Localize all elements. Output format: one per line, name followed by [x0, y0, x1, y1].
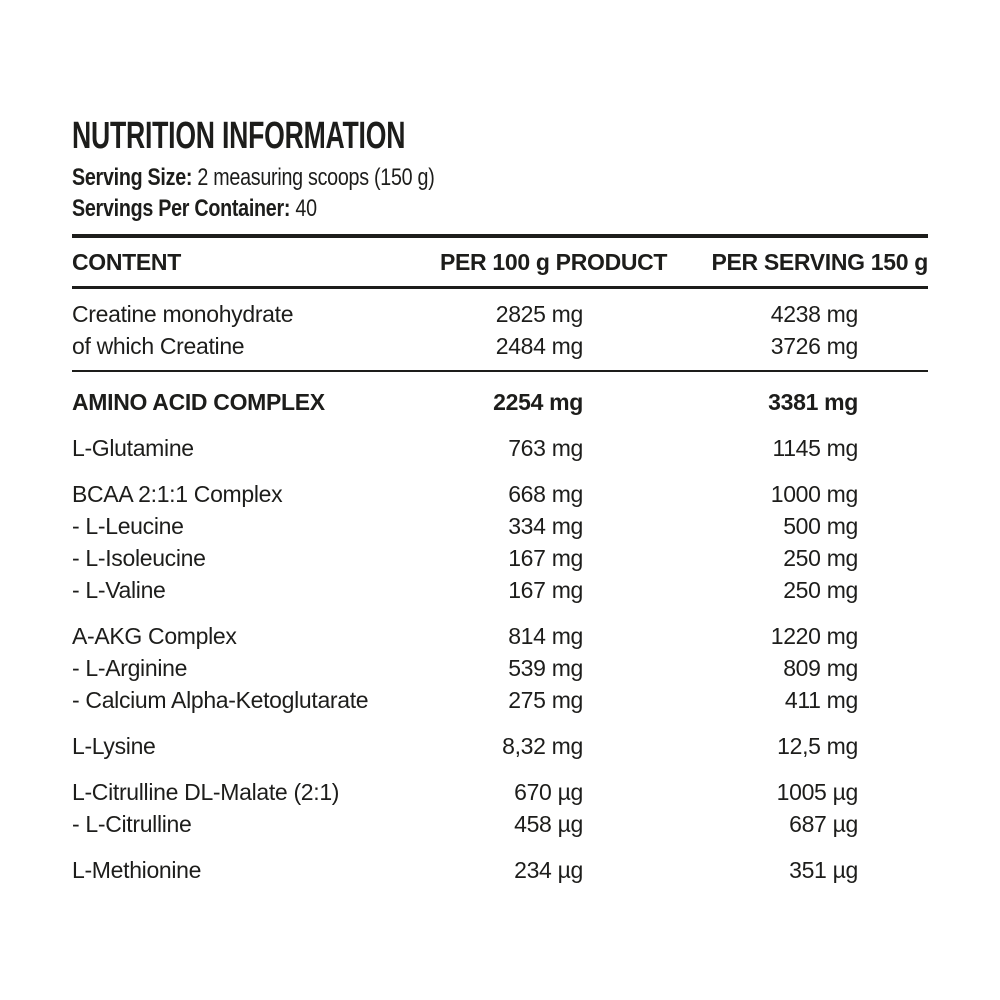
table-group: Creatine monohydrate 2825 mg 4238 mg of …: [72, 289, 928, 372]
table-body: Creatine monohydrate 2825 mg 4238 mg of …: [72, 289, 928, 886]
per-serving-cell: 250 mg: [783, 545, 858, 571]
page-title: NUTRITION INFORMATION: [72, 115, 406, 157]
table-group: A-AKG Complex 814 mg 1220 mg - L-Arginin…: [72, 620, 928, 716]
table-row: - L-Valine 167 mg 250 mg: [72, 574, 928, 606]
table-group: AMINO ACID COMPLEX 2254 mg 3381 mg: [72, 386, 928, 418]
table-group: L-Glutamine 763 mg 1145 mg: [72, 432, 928, 464]
per-serving-cell: 12,5 mg: [777, 733, 858, 759]
per-100g-cell: 668 mg: [508, 481, 583, 507]
table-row: A-AKG Complex 814 mg 1220 mg: [72, 620, 928, 652]
table-group: L-Lysine 8,32 mg 12,5 mg: [72, 730, 928, 762]
content-cell: - Calcium Alpha-Ketoglutarate: [72, 687, 369, 713]
table-header-row: CONTENT PER 100 g PRODUCT PER SERVING 15…: [72, 238, 928, 286]
table-row: - L-Arginine 539 mg 809 mg: [72, 652, 928, 684]
per-serving-cell: 4238 mg: [770, 301, 859, 327]
per-serving-cell: 809 mg: [783, 655, 858, 681]
table-row: AMINO ACID COMPLEX 2254 mg 3381 mg: [72, 386, 928, 418]
per-serving-cell: 250 mg: [783, 577, 858, 603]
serving-size-label: Serving Size:: [72, 164, 193, 191]
servings-per-container-line: Servings Per Container: 40: [72, 193, 774, 224]
per-100g-cell: 458 µg: [514, 811, 583, 837]
table-row: L-Lysine 8,32 mg 12,5 mg: [72, 730, 928, 762]
content-cell: L-Glutamine: [72, 435, 194, 461]
per-100g-cell: 763 mg: [508, 435, 583, 461]
per-serving-cell: 1000 mg: [770, 481, 859, 507]
per-100g-cell: 8,32 mg: [502, 733, 583, 759]
per-100g-cell: 167 mg: [508, 545, 583, 571]
table-row: - L-Citrulline 458 µg 687 µg: [72, 808, 928, 840]
per-100g-cell: 2254 mg: [493, 389, 583, 415]
per-100g-cell: 539 mg: [508, 655, 583, 681]
serving-size-line: Serving Size: 2 measuring scoops (150 g): [72, 162, 774, 193]
content-cell: BCAA 2:1:1 Complex: [72, 481, 283, 507]
per-serving-cell: 1005 µg: [776, 779, 859, 805]
per-serving-cell: 3381 mg: [768, 389, 858, 415]
content-cell: - L-Valine: [72, 577, 166, 603]
per-serving-cell: 1220 mg: [770, 623, 859, 649]
content-cell: A-AKG Complex: [72, 623, 237, 649]
content-cell: - L-Leucine: [72, 513, 184, 539]
table-row: of which Creatine 2484 mg 3726 mg: [72, 330, 928, 362]
content-cell: Creatine monohydrate: [72, 301, 294, 327]
column-header-per-100g: PER 100 g PRODUCT: [440, 248, 668, 275]
content-cell: - L-Arginine: [72, 655, 188, 681]
per-100g-cell: 334 mg: [508, 513, 583, 539]
table-row: - Calcium Alpha-Ketoglutarate 275 mg 411…: [72, 684, 928, 716]
content-cell: - L-Citrulline: [72, 811, 192, 837]
per-serving-cell: 1145 mg: [772, 435, 858, 461]
table-group: L-Citrulline DL-Malate (2:1) 670 µg 1005…: [72, 776, 928, 840]
table-row: BCAA 2:1:1 Complex 668 mg 1000 mg: [72, 478, 928, 510]
per-serving-cell: 411 mg: [784, 687, 858, 713]
table-row: L-Citrulline DL-Malate (2:1) 670 µg 1005…: [72, 776, 928, 808]
per-100g-cell: 2825 mg: [495, 301, 584, 327]
per-100g-cell: 234 µg: [514, 857, 583, 883]
table-row: L-Glutamine 763 mg 1145 mg: [72, 432, 928, 464]
per-serving-cell: 500 mg: [783, 513, 858, 539]
servings-per-container-label: Servings Per Container:: [72, 195, 291, 222]
table-row: - L-Isoleucine 167 mg 250 mg: [72, 542, 928, 574]
table-group: BCAA 2:1:1 Complex 668 mg 1000 mg - L-Le…: [72, 478, 928, 606]
per-100g-cell: 275 mg: [508, 687, 583, 713]
content-cell: L-Lysine: [72, 733, 156, 759]
table-header-bottom-rule: [72, 286, 928, 289]
column-header-per-serving: PER SERVING 150 g: [711, 248, 928, 275]
per-serving-cell: 3726 mg: [770, 333, 859, 359]
content-cell: AMINO ACID COMPLEX: [72, 389, 325, 415]
per-serving-cell: 351 µg: [789, 857, 858, 883]
table-group: L-Methionine 234 µg 351 µg: [72, 854, 928, 886]
column-header-content: CONTENT: [72, 248, 181, 275]
per-100g-cell: 167 mg: [508, 577, 583, 603]
table-top-rule: [72, 234, 928, 238]
table-row: L-Methionine 234 µg 351 µg: [72, 854, 928, 886]
content-cell: of which Creatine: [72, 333, 245, 359]
serving-size-value: 2 measuring scoops (150 g): [197, 164, 435, 191]
serving-info: Serving Size: 2 measuring scoops (150 g)…: [72, 162, 928, 224]
table-row: - L-Leucine 334 mg 500 mg: [72, 510, 928, 542]
per-100g-cell: 814 mg: [508, 623, 583, 649]
per-100g-cell: 670 µg: [514, 779, 583, 805]
content-cell: - L-Isoleucine: [72, 545, 206, 571]
table-row: Creatine monohydrate 2825 mg 4238 mg: [72, 298, 928, 330]
content-cell: L-Methionine: [72, 857, 202, 883]
content-cell: L-Citrulline DL-Malate (2:1): [72, 779, 340, 805]
per-100g-cell: 2484 mg: [495, 333, 584, 359]
per-serving-cell: 687 µg: [789, 811, 858, 837]
servings-per-container-value: 40: [295, 195, 317, 222]
